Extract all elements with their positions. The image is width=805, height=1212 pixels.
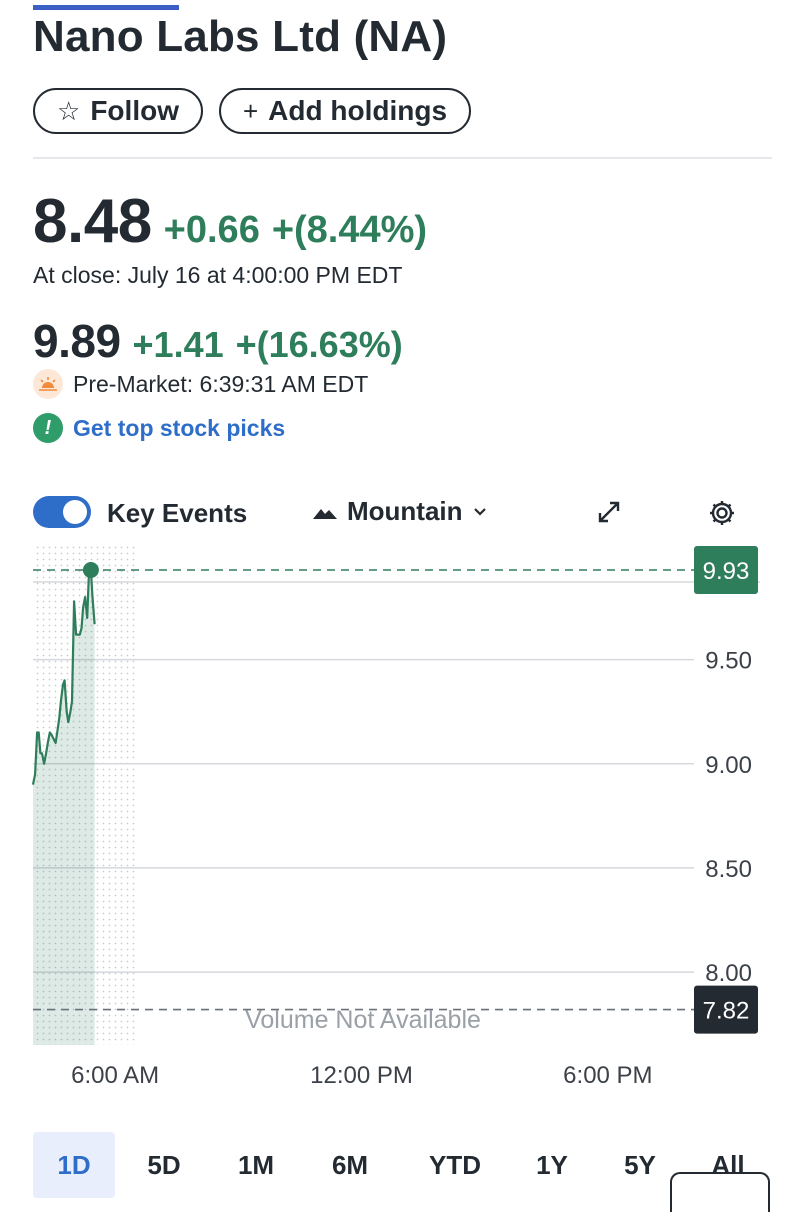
current-price-dot bbox=[82, 562, 99, 578]
current-price-badge bbox=[694, 546, 758, 594]
plus-icon: + bbox=[242, 96, 259, 126]
close-price-row: 8.48 +0.66 +(8.44%) bbox=[33, 186, 427, 257]
volume-not-available-label: Volume Not Available bbox=[245, 1006, 481, 1034]
y-tick-label: 8.00 bbox=[705, 960, 752, 987]
range-5d-label: 5D bbox=[147, 1149, 181, 1180]
premarket-timestamp-row: Pre-Market: 6:39:31 AM EDT bbox=[33, 369, 368, 399]
premarket-timestamp: Pre-Market: 6:39:31 AM EDT bbox=[73, 370, 369, 397]
add-holdings-button[interactable]: + Add holdings bbox=[219, 88, 471, 134]
page-title: Nano Labs Ltd (NA) bbox=[33, 12, 448, 61]
range-1m[interactable]: 1M bbox=[217, 1132, 295, 1198]
current-price-badge-label: 9.93 bbox=[703, 558, 750, 585]
gear-icon bbox=[710, 501, 734, 525]
previous-close-badge-label: 7.82 bbox=[703, 998, 750, 1025]
exclamation-icon: ! bbox=[33, 413, 63, 443]
chart-toolbar: Key Events Mountain bbox=[33, 490, 765, 536]
price-chart[interactable]: 9.50 9.00 8.50 8.00 6:00 AM 12:00 PM 6:00 PM 9… bbox=[0, 540, 805, 1100]
y-tick-label: 8.50 bbox=[705, 856, 752, 883]
range-6m-label: 6M bbox=[331, 1149, 369, 1180]
key-events-label: Key Events bbox=[107, 498, 248, 528]
chevron-down-icon bbox=[473, 507, 486, 516]
chart-type-label: Mountain bbox=[347, 496, 463, 526]
range-ytd-label: YTD bbox=[429, 1149, 481, 1180]
mountain-icon bbox=[313, 508, 337, 519]
y-tick-label: 9.00 bbox=[705, 752, 752, 779]
close-timestamp: At close: July 16 at 4:00:00 PM EDT bbox=[33, 262, 403, 288]
premarket-shading bbox=[33, 545, 137, 1045]
premarket-price: 9.89 bbox=[33, 315, 121, 367]
top-stock-picks-label: Get top stock picks bbox=[73, 414, 286, 441]
add-holdings-label: Add holdings bbox=[268, 95, 448, 126]
range-all[interactable]: All bbox=[689, 1132, 767, 1198]
range-1m-label: 1M bbox=[237, 1149, 275, 1180]
follow-button[interactable]: ☆ Follow bbox=[33, 88, 203, 134]
range-5y[interactable]: 5Y bbox=[601, 1132, 679, 1198]
x-tick-label: 6:00 PM bbox=[563, 1062, 652, 1089]
range-5y-label: 5Y bbox=[624, 1149, 656, 1180]
star-icon: ☆ bbox=[57, 96, 81, 126]
premarket-change: +1.41 bbox=[132, 324, 224, 365]
follow-label: Follow bbox=[90, 95, 179, 126]
range-5d[interactable]: 5D bbox=[125, 1132, 203, 1198]
range-1d-label: 1D bbox=[57, 1149, 91, 1180]
x-tick-label: 6:00 AM bbox=[71, 1062, 159, 1089]
range-1d[interactable]: 1D bbox=[33, 1132, 115, 1198]
chart-settings-button[interactable] bbox=[707, 498, 737, 533]
sunrise-icon bbox=[33, 369, 63, 399]
expand-chart-button[interactable] bbox=[595, 498, 623, 531]
range-all-label: All bbox=[711, 1149, 745, 1180]
range-6m[interactable]: 6M bbox=[311, 1132, 389, 1198]
top-stock-picks-link[interactable]: ! Get top stock picks bbox=[33, 413, 285, 443]
expand-icon bbox=[598, 501, 620, 523]
close-change-percent: +(8.44%) bbox=[271, 209, 428, 251]
y-tick-label: 9.50 bbox=[705, 648, 752, 675]
range-scroll-tab[interactable] bbox=[670, 1172, 770, 1212]
price-line bbox=[31, 568, 96, 785]
header-divider bbox=[33, 157, 772, 159]
price-area-fill bbox=[33, 570, 95, 1045]
previous-close-badge bbox=[694, 985, 758, 1034]
close-change: +0.66 bbox=[163, 209, 260, 251]
range-1y-label: 1Y bbox=[536, 1149, 568, 1180]
close-price: 8.48 bbox=[33, 187, 152, 256]
x-tick-label: 12:00 PM bbox=[310, 1062, 413, 1089]
range-ytd[interactable]: YTD bbox=[413, 1132, 497, 1198]
range-1y[interactable]: 1Y bbox=[515, 1132, 589, 1198]
chart-type-dropdown[interactable]: Mountain bbox=[311, 496, 489, 527]
top-accent-bar bbox=[33, 5, 179, 10]
price-chart-svg: 9.50 9.00 8.50 8.00 6:00 AM 12:00 PM 6:00 PM 9… bbox=[31, 545, 760, 1089]
premarket-change-percent: +(16.63%) bbox=[235, 324, 403, 365]
key-events-toggle[interactable] bbox=[33, 496, 91, 528]
premarket-price-row: 9.89 +1.41 +(16.63%) bbox=[33, 314, 403, 368]
time-range-selector: 1D 5D 1M 6M YTD 1Y 5Y All bbox=[33, 1132, 785, 1198]
